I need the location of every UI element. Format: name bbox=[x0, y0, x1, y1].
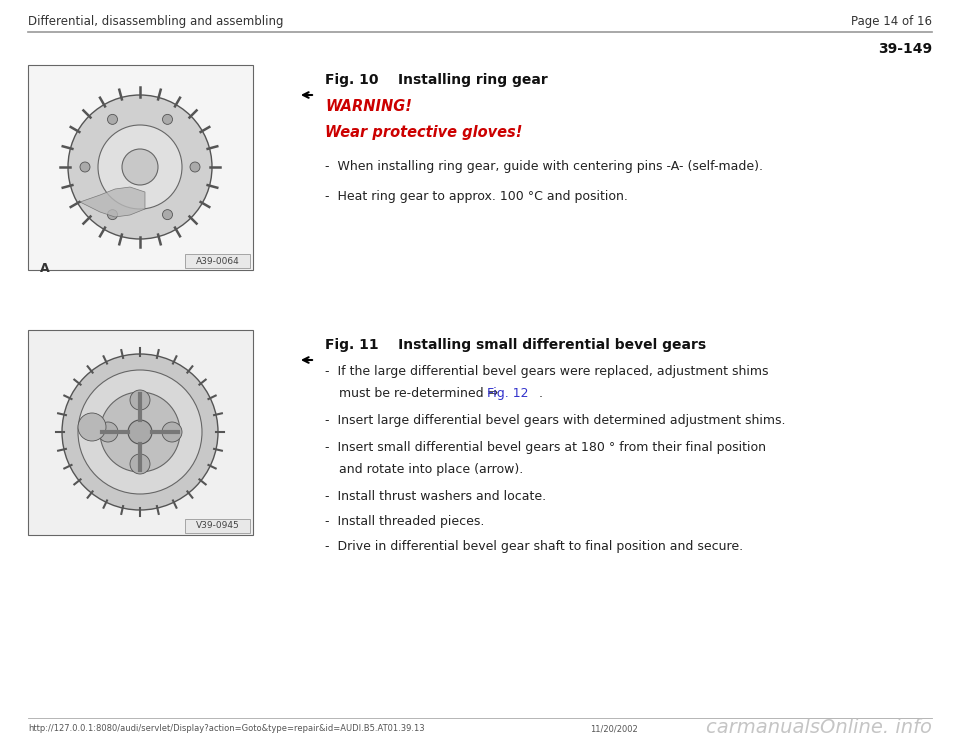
Text: Page 14 of 16: Page 14 of 16 bbox=[851, 15, 932, 28]
Polygon shape bbox=[80, 187, 145, 217]
Text: -  Heat ring gear to approx. 100 °C and position.: - Heat ring gear to approx. 100 °C and p… bbox=[325, 190, 628, 203]
Text: Differential, disassembling and assembling: Differential, disassembling and assembli… bbox=[28, 15, 283, 28]
Circle shape bbox=[130, 454, 150, 474]
Text: A39-0064: A39-0064 bbox=[196, 257, 240, 266]
Circle shape bbox=[130, 390, 150, 410]
Text: Fig. 11    Installing small differential bevel gears: Fig. 11 Installing small differential be… bbox=[325, 338, 707, 352]
Text: http://127.0.0.1:8080/audi/servlet/Display?action=Goto&type=repair&id=AUDI.B5.AT: http://127.0.0.1:8080/audi/servlet/Displ… bbox=[28, 724, 424, 733]
Text: WARNING!: WARNING! bbox=[325, 99, 412, 114]
Circle shape bbox=[68, 95, 212, 239]
Text: must be re-determined ⇒: must be re-determined ⇒ bbox=[339, 387, 502, 400]
Circle shape bbox=[78, 370, 202, 494]
Circle shape bbox=[122, 149, 158, 185]
Circle shape bbox=[98, 422, 118, 442]
Circle shape bbox=[162, 114, 173, 125]
Text: and rotate into place (arrow).: and rotate into place (arrow). bbox=[339, 463, 523, 476]
Circle shape bbox=[62, 354, 218, 510]
Text: -  Insert small differential bevel gears at 180 ° from their final position: - Insert small differential bevel gears … bbox=[325, 441, 766, 454]
Text: -  Install threaded pieces.: - Install threaded pieces. bbox=[325, 515, 485, 528]
Bar bbox=[185, 519, 250, 533]
Circle shape bbox=[108, 114, 117, 125]
Text: Wear protective gloves!: Wear protective gloves! bbox=[325, 125, 522, 140]
Circle shape bbox=[78, 413, 106, 441]
Circle shape bbox=[108, 210, 117, 220]
Text: .: . bbox=[535, 387, 543, 400]
Text: -  Insert large differential bevel gears with determined adjustment shims.: - Insert large differential bevel gears … bbox=[325, 414, 785, 427]
Bar bbox=[185, 254, 250, 268]
Bar bbox=[28, 65, 253, 270]
Text: 39-149: 39-149 bbox=[877, 42, 932, 56]
Circle shape bbox=[80, 162, 90, 172]
Circle shape bbox=[190, 162, 200, 172]
Text: -  Install thrust washers and locate.: - Install thrust washers and locate. bbox=[325, 490, 546, 503]
Circle shape bbox=[98, 125, 182, 209]
Text: -  Drive in differential bevel gear shaft to final position and secure.: - Drive in differential bevel gear shaft… bbox=[325, 540, 743, 553]
Text: -  When installing ring gear, guide with centering pins -A- (self-made).: - When installing ring gear, guide with … bbox=[325, 160, 763, 173]
Circle shape bbox=[162, 422, 182, 442]
Circle shape bbox=[128, 420, 152, 444]
Text: A: A bbox=[40, 262, 50, 275]
Text: carmanualsOnline. info: carmanualsOnline. info bbox=[707, 718, 932, 737]
Circle shape bbox=[162, 210, 173, 220]
Circle shape bbox=[100, 392, 180, 472]
Text: 11/20/2002: 11/20/2002 bbox=[590, 724, 637, 733]
Text: V39-0945: V39-0945 bbox=[196, 522, 240, 531]
Bar bbox=[28, 330, 253, 535]
Text: -  If the large differential bevel gears were replaced, adjustment shims: - If the large differential bevel gears … bbox=[325, 365, 769, 378]
Text: Fig. 12: Fig. 12 bbox=[487, 387, 529, 400]
Text: Fig. 10    Installing ring gear: Fig. 10 Installing ring gear bbox=[325, 73, 548, 87]
